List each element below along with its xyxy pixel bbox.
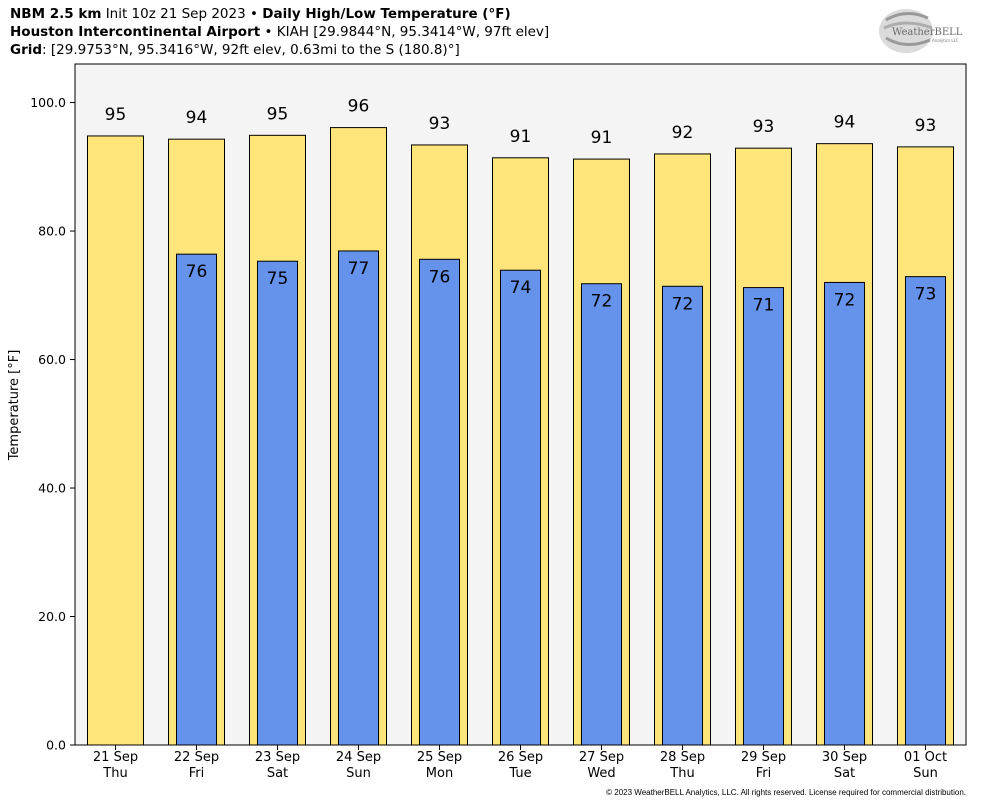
x-tick-day-label: Fri — [189, 766, 205, 781]
low-temp-label: 77 — [348, 259, 370, 279]
low-temp-label: 72 — [591, 292, 613, 312]
x-tick-date-label: 28 Sep — [660, 750, 705, 765]
logo-subtext: Analytics LLC — [932, 38, 959, 43]
x-tick-day-label: Thu — [669, 766, 694, 781]
x-tick-date-label: 24 Sep — [336, 750, 381, 765]
low-temp-bar — [338, 250, 379, 746]
x-tick-date-label: 26 Sep — [498, 750, 543, 765]
x-tick-day-label: Mon — [426, 766, 453, 781]
x-tick-day-label: Sun — [346, 766, 371, 781]
x-tick-day-label: Fri — [756, 766, 772, 781]
x-tick-date-label: 25 Sep — [417, 750, 462, 765]
y-tick-label: 40.0 — [38, 481, 66, 496]
low-temp-label: 74 — [510, 278, 532, 298]
product-name: Daily High/Low Temperature (°F) — [262, 6, 511, 22]
x-tick-date-label: 27 Sep — [579, 750, 624, 765]
low-temp-label: 76 — [429, 267, 451, 287]
high-temp-label: 93 — [753, 117, 775, 137]
high-temp-label: 93 — [429, 114, 451, 134]
header-separator: • — [264, 24, 273, 40]
x-tick-day-label: Sun — [913, 766, 938, 781]
high-temperature-labels: 95 94 95 96 93 91 91 92 93 94 93 — [105, 97, 937, 148]
high-temp-label: 95 — [105, 105, 127, 125]
x-tick-date-label: 21 Sep — [93, 750, 138, 765]
y-axis-label: Temperature [°F] — [7, 350, 22, 462]
high-temp-label: 94 — [186, 108, 208, 128]
y-tick-label: 60.0 — [38, 352, 66, 367]
x-tick-day-label: Wed — [587, 766, 615, 781]
x-tick-date-label: 23 Sep — [255, 750, 300, 765]
copyright-notice: © 2023 WeatherBELL Analytics, LLC. All r… — [606, 788, 966, 797]
x-tick-date-label: 22 Sep — [174, 750, 219, 765]
y-tick-label: 80.0 — [38, 224, 66, 239]
low-temperature-labels: 76 75 77 76 74 72 72 71 72 73 — [186, 259, 937, 316]
low-temp-label: 75 — [267, 269, 289, 289]
x-tick-day-label: Tue — [508, 766, 531, 781]
low-temp-bar — [905, 276, 946, 746]
high-temp-label: 96 — [348, 97, 370, 117]
station-detail: KIAH [29.9844°N, 95.3414°W, 97ft elev] — [276, 24, 550, 40]
init-time: Init 10z 21 Sep 2023 — [105, 6, 246, 22]
high-temp-label: 95 — [267, 104, 289, 124]
low-temp-bar — [743, 287, 784, 746]
logo-text: WeatherBELL — [892, 27, 963, 38]
x-tick-date-label: 01 Oct — [904, 750, 947, 765]
low-temp-label: 72 — [834, 290, 856, 310]
y-axis: 0.0 20.0 40.0 60.0 80.0 100.0 — [30, 95, 75, 753]
high-temp-bar — [87, 135, 144, 746]
model-name: NBM 2.5 km — [10, 6, 102, 22]
high-temp-label: 92 — [672, 123, 694, 143]
station-name: Houston Intercontinental Airport — [10, 24, 261, 40]
low-temp-bar — [824, 281, 865, 746]
low-temp-label: 76 — [186, 262, 208, 282]
low-temp-label: 73 — [915, 285, 937, 305]
header-separator: • — [249, 6, 258, 22]
weatherbell-logo: WeatherBELL Analytics LLC — [879, 9, 963, 53]
chart-header-line-1: NBM 2.5 km Init 10z 21 Sep 2023 • Daily … — [10, 5, 511, 23]
high-temp-label: 91 — [591, 128, 613, 148]
y-tick-label: 20.0 — [38, 609, 66, 624]
low-temp-bar — [419, 258, 460, 746]
y-tick-label: 0.0 — [46, 738, 66, 753]
high-temp-label: 93 — [915, 116, 937, 136]
low-temp-bar — [176, 253, 217, 746]
grid-detail: : [29.9753°N, 95.3416°W, 92ft elev, 0.63… — [42, 42, 460, 58]
chart-header-line-2: Houston Intercontinental Airport • KIAH … — [10, 23, 549, 41]
chart-header-line-3: Grid: [29.9753°N, 95.3416°W, 92ft elev, … — [10, 41, 460, 59]
x-tick-day-label: Sat — [267, 766, 288, 781]
x-tick-day-label: Thu — [102, 766, 127, 781]
low-temperature-series — [176, 250, 946, 746]
grid-label: Grid — [10, 42, 43, 58]
low-temp-bar — [257, 260, 298, 746]
x-tick-date-label: 29 Sep — [741, 750, 786, 765]
y-tick-label: 100.0 — [30, 95, 66, 110]
low-temp-label: 72 — [672, 294, 694, 314]
low-temp-bar — [500, 269, 541, 746]
low-temp-bar — [662, 285, 703, 746]
low-temp-label: 71 — [753, 296, 775, 316]
x-tick-day-label: Sat — [834, 766, 855, 781]
high-temp-label: 94 — [834, 113, 856, 133]
low-temp-bar — [581, 283, 622, 746]
high-temp-label: 91 — [510, 127, 532, 147]
x-tick-date-label: 30 Sep — [822, 750, 867, 765]
